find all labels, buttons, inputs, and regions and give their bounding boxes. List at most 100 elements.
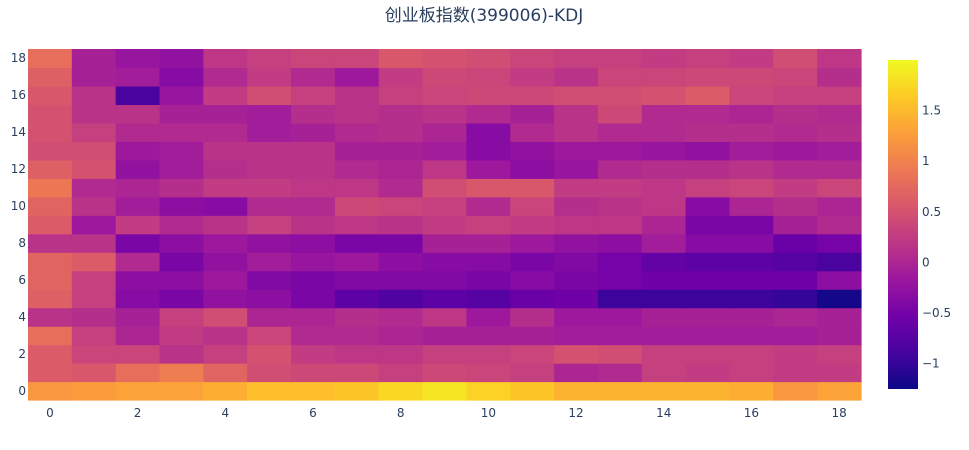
heatmap-cell [510,363,555,383]
heatmap-cell [466,307,511,327]
heatmap-cell [334,270,380,290]
heatmap-cell [28,344,73,364]
x-tick-label: 16 [744,406,759,420]
heatmap-cell [510,104,555,124]
heatmap-cell [773,252,818,272]
heatmap-cell [597,196,643,216]
heatmap-cell [115,104,161,124]
heatmap-cell [641,344,687,364]
heatmap-cell [247,233,292,253]
heatmap-cell [28,49,73,69]
heatmap-cell [466,196,511,216]
heatmap-cell [729,289,774,309]
heatmap-cell [554,381,599,401]
heatmap-cell [773,270,818,290]
heatmap-cell [247,326,292,346]
heatmap-cell [247,196,292,216]
heatmap-cell [466,159,511,179]
heatmap-cell [554,196,599,216]
heatmap-cell [554,363,599,383]
heatmap-cell [773,159,818,179]
heatmap-cell [641,289,687,309]
heatmap-cell [554,289,599,309]
heatmap-cell [291,122,336,142]
heatmap-cell [729,252,774,272]
heatmap-cell [773,344,818,364]
heatmap-cell [685,289,731,309]
heatmap-cell [28,67,73,87]
y-tick-label: 2 [18,347,26,361]
heatmap-cell [378,289,424,309]
heatmap-cell [466,104,511,124]
heatmap-cell [203,252,248,272]
heatmap-cell [466,344,511,364]
heatmap-cell [817,104,862,124]
heatmap-cell [115,363,161,383]
heatmap-cell [422,381,468,401]
colorbar-tick-label: −1 [922,357,940,371]
x-tick-label: 14 [656,406,671,420]
heatmap-cell [159,381,204,401]
heatmap-cell [422,270,468,290]
heatmap-cell [334,344,380,364]
heatmap-cell [773,178,818,198]
x-tick-label: 6 [309,406,317,420]
heatmap-cell [685,67,731,87]
heatmap-cell [334,215,380,235]
heatmap-cell [334,233,380,253]
heatmap-cell [203,159,248,179]
y-tick-label: 12 [11,162,26,176]
heatmap-cells [28,49,862,401]
heatmap-cell [466,289,511,309]
heatmap-cell [641,233,687,253]
heatmap-cell [685,307,731,327]
heatmap-cell [422,289,468,309]
heatmap-cell [466,252,511,272]
heatmap-cell [378,49,424,69]
heatmap-cell [597,252,643,272]
x-tick-label: 0 [46,406,54,420]
heatmap-cell [159,67,204,87]
x-tick-label: 10 [481,406,496,420]
heatmap-cell [115,289,161,309]
heatmap-cell [247,215,292,235]
heatmap-cell [291,381,336,401]
heatmap-cell [773,233,818,253]
heatmap-cell [28,270,73,290]
heatmap-cell [510,159,555,179]
heatmap-cell [159,85,204,106]
heatmap-cell [291,85,336,106]
heatmap-cell [115,307,161,327]
heatmap-cell [773,67,818,87]
heatmap-cell [247,122,292,142]
heatmap-cell [510,233,555,253]
heatmap-cell [773,141,818,161]
heatmap-cell [159,122,204,142]
heatmap-cell [334,381,380,401]
heatmap-cell [554,104,599,124]
heatmap-cell [203,215,248,235]
heatmap-cell [378,178,424,198]
colorbar: −1 −0.5 0 0.5 1 1.5 [888,60,951,389]
heatmap-cell [817,344,862,364]
heatmap-cell [115,67,161,87]
heatmap-cell [378,196,424,216]
heatmap-cell [641,215,687,235]
heatmap-cell [203,141,248,161]
heatmap-cell [247,85,292,106]
heatmap-cell [247,67,292,87]
heatmap-cell [685,381,731,401]
heatmap-cell [334,326,380,346]
heatmap-cell [115,141,161,161]
heatmap-cell [597,289,643,309]
heatmap-cell [71,215,117,235]
x-tick-label: 12 [568,406,583,420]
heatmap-cell [71,122,117,142]
y-tick-label: 10 [11,199,26,213]
heatmap-cell [641,49,687,69]
heatmap-cell [247,159,292,179]
heatmap-cell [115,122,161,142]
heatmap-cell [159,141,204,161]
heatmap-cell [28,381,73,401]
heatmap-cell [159,326,204,346]
